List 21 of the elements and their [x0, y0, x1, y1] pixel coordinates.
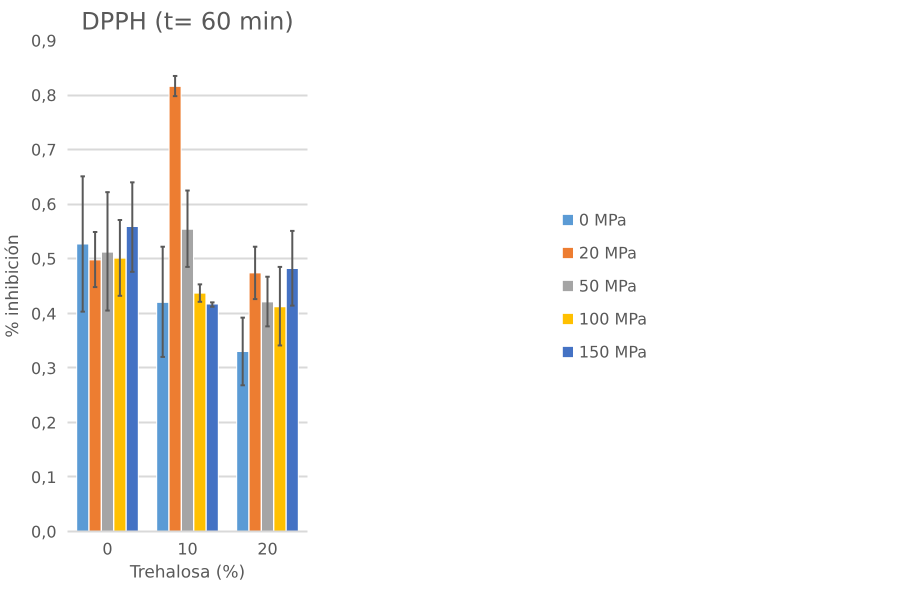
legend-label: 100 MPa — [578, 309, 648, 328]
y-tick-label: 0,6 — [31, 195, 57, 214]
y-tick-label: 0,4 — [31, 304, 57, 324]
y-tick-label: 0,3 — [31, 358, 57, 378]
legend-label: 20 MPa — [578, 243, 637, 262]
y-tick-label: 0,7 — [31, 140, 57, 160]
x-axis-title: Trehalosa (%) — [128, 562, 246, 582]
x-tick-label: 10 — [177, 540, 198, 558]
chart-title: DPPH (t= 60 min) — [81, 8, 294, 36]
legend-label: 50 MPa — [578, 276, 637, 295]
y-tick-label: 0,2 — [31, 413, 57, 432]
y-tick-label: 0,0 — [31, 522, 57, 542]
legend-label: 0 MPa — [578, 210, 627, 229]
y-tick-label: 0,1 — [31, 468, 57, 487]
legend-label: 150 MPa — [578, 342, 648, 361]
y-axis-title: % inhibición — [3, 234, 24, 338]
y-tick-label: 0,9 — [31, 32, 57, 50]
x-tick-label: 20 — [257, 540, 278, 558]
y-tick-label: 0,5 — [31, 250, 57, 269]
y-tick-label: 0,8 — [31, 86, 57, 106]
x-tick-label: 0 — [102, 540, 113, 558]
